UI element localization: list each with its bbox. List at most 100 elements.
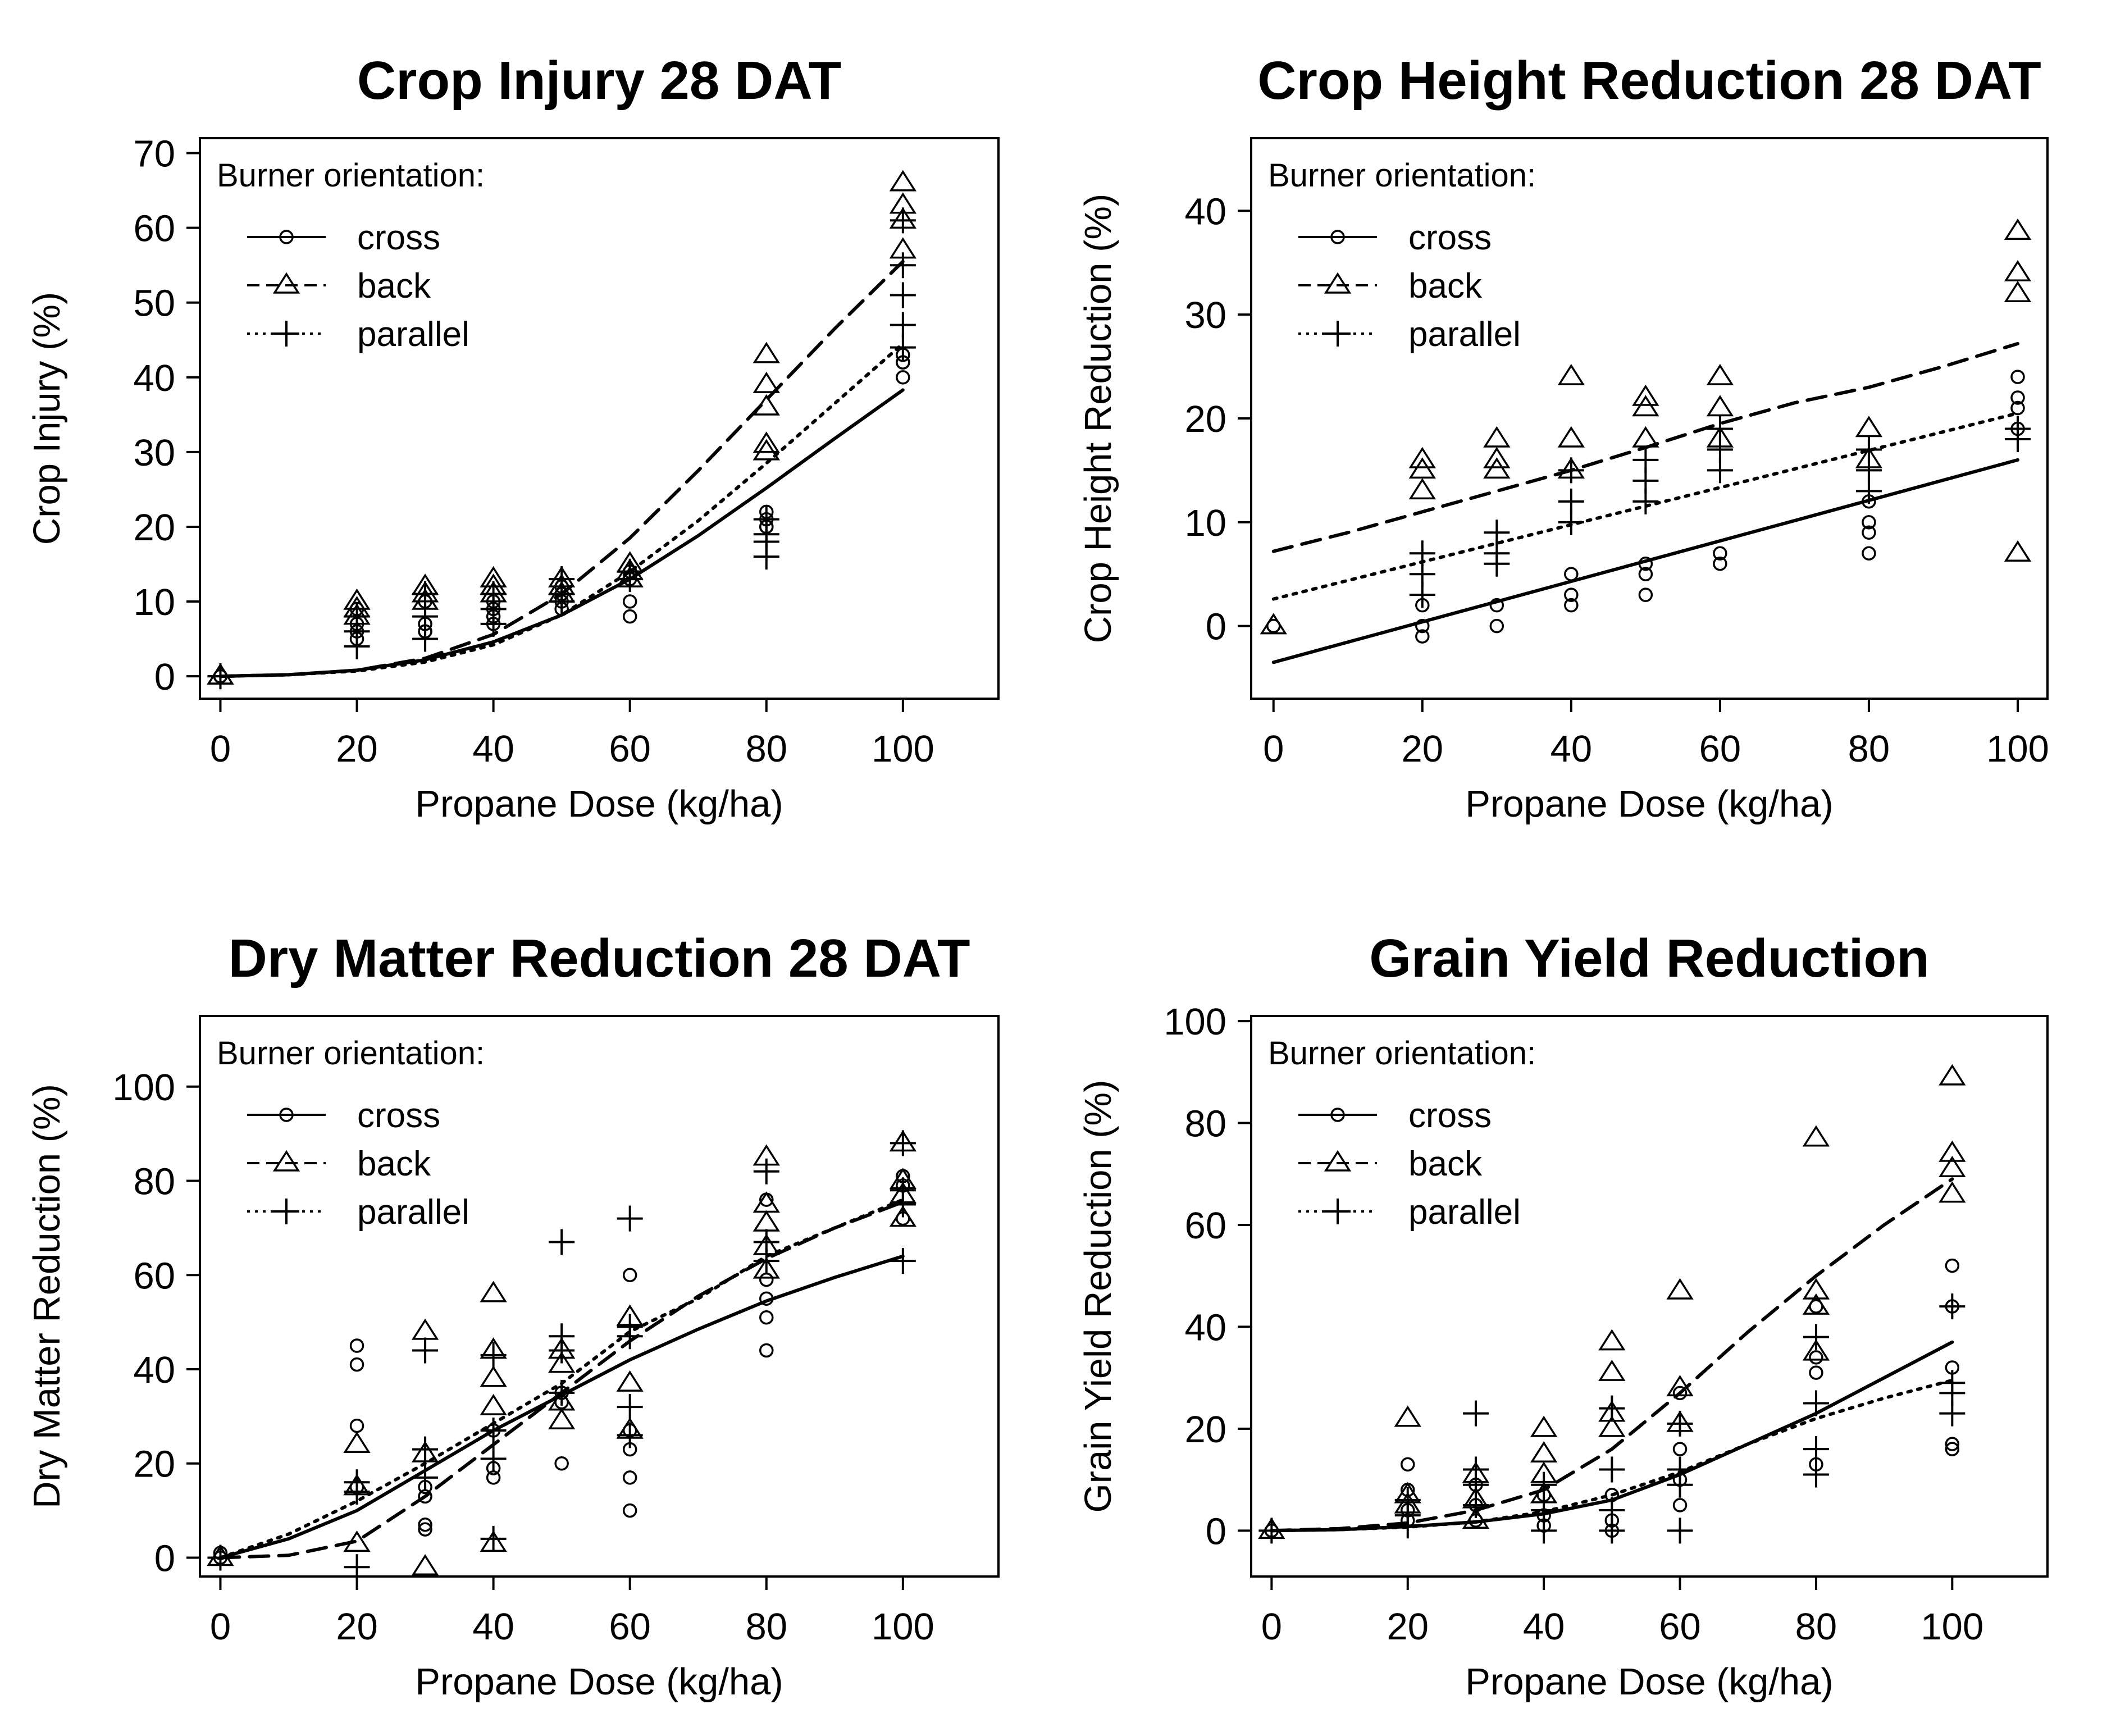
- legend-title: Burner orientation:: [217, 1035, 485, 1072]
- legend: Burner orientation: cross back parallel: [1268, 1035, 1536, 1232]
- series-parallel: [207, 1130, 916, 1580]
- data-point-parallel: [412, 581, 439, 607]
- data-point-parallel: [617, 1394, 643, 1420]
- data-point-parallel: [890, 1248, 916, 1274]
- data-point-back: [1802, 1339, 1830, 1361]
- y-tick-label: 10: [1184, 502, 1226, 544]
- data-point-parallel: [1599, 1456, 1625, 1483]
- x-tick-label: 40: [1550, 728, 1593, 770]
- data-point-parallel: [1803, 1461, 1829, 1488]
- data-point-back: [1939, 1155, 1966, 1177]
- data-point-back: [1802, 1293, 1830, 1315]
- fit-line-parallel: [1270, 1378, 1954, 1533]
- x-tick-label: 20: [1387, 1606, 1429, 1648]
- legend-marker-parallel: [273, 321, 299, 347]
- x-tick-label: 20: [1402, 728, 1444, 770]
- data-point-parallel: [617, 1205, 643, 1232]
- data-point-parallel: [1803, 1390, 1829, 1416]
- data-point-cross: [1672, 1386, 1688, 1401]
- y-tick-label: 30: [133, 432, 175, 474]
- y-tick-label: 0: [1206, 1510, 1226, 1552]
- x-tick-label: 80: [746, 1606, 788, 1648]
- y-tick-label: 100: [1164, 1001, 1226, 1043]
- data-point-back: [1394, 1405, 1421, 1427]
- legend-title: Burner orientation:: [1268, 1035, 1536, 1072]
- legend: Burner orientation: cross back parallel: [217, 157, 485, 354]
- data-point-back: [1557, 363, 1585, 385]
- data-point-back: [753, 431, 780, 453]
- data-point-back: [1598, 1329, 1626, 1351]
- data-point-parallel: [1462, 1456, 1489, 1483]
- data-point-cross: [349, 1338, 364, 1353]
- data-point-back: [343, 1431, 371, 1453]
- data-point-parallel: [1632, 446, 1659, 473]
- data-point-parallel: [890, 312, 916, 338]
- data-point-back: [753, 439, 780, 461]
- y-tick-label: 70: [133, 133, 175, 175]
- data-point-back: [1598, 1359, 1626, 1381]
- chart-panel-crop-injury: Crop Injury 28 DAT 0 20 40 60 80 100 0 10 20 30 40 5…: [26, 51, 1000, 825]
- x-tick-label: 40: [472, 1606, 514, 1648]
- data-point-back: [1260, 613, 1287, 635]
- data-point-cross: [1564, 587, 1579, 602]
- plot-frame: [199, 137, 1000, 700]
- data-point-parallel: [344, 1469, 370, 1496]
- data-point-back: [2004, 218, 2032, 240]
- data-point-cross: [1415, 629, 1430, 644]
- data-point-back: [1408, 457, 1436, 479]
- legend-label-back: back: [357, 267, 431, 306]
- legend-label-back: back: [1408, 1145, 1483, 1183]
- legend-label-parallel: parallel: [357, 315, 469, 354]
- y-tick-label: 40: [133, 1349, 175, 1391]
- data-point-parallel: [890, 282, 916, 308]
- data-point-back: [1939, 1140, 1966, 1162]
- data-point-back: [548, 1408, 576, 1430]
- x-axis-label: Propane Dose (kg/ha): [415, 1661, 783, 1703]
- data-point-cross: [1862, 546, 1876, 561]
- x-tick-label: 40: [1523, 1606, 1565, 1648]
- data-point-cross: [2010, 400, 2025, 416]
- data-point-back: [480, 1281, 507, 1302]
- data-point-back: [753, 371, 780, 393]
- x-tick-label: 100: [872, 728, 934, 770]
- data-point-back: [1598, 1415, 1626, 1437]
- y-axis-label: Dry Matter Reduction (%): [26, 1084, 68, 1509]
- y-tick-label: 0: [154, 1537, 175, 1579]
- data-point-parallel: [753, 1158, 779, 1184]
- data-point-back: [1530, 1441, 1558, 1463]
- x-axis-label: Propane Dose (kg/ha): [1465, 783, 1833, 825]
- data-point-back: [1557, 426, 1585, 448]
- data-point-cross: [759, 1310, 774, 1325]
- legend-label-cross: cross: [1408, 218, 1492, 257]
- y-tick-label: 60: [133, 1255, 175, 1297]
- y-tick-label: 10: [133, 581, 175, 623]
- data-point-cross: [418, 1522, 432, 1537]
- data-point-cross: [1945, 1442, 1960, 1456]
- y-axis-label: Crop Injury (%): [26, 292, 68, 545]
- data-point-parallel: [617, 1422, 643, 1448]
- data-point-back: [548, 1389, 576, 1411]
- data-point-cross: [896, 370, 910, 385]
- plot-frame: [199, 1015, 1000, 1578]
- data-point-back: [1855, 416, 1883, 438]
- data-point-cross: [1489, 618, 1504, 634]
- data-point-cross: [622, 594, 637, 609]
- data-point-cross: [1415, 618, 1430, 634]
- x-axis-label: Propane Dose (kg/ha): [1465, 1661, 1833, 1703]
- data-point-parallel: [344, 603, 370, 630]
- plot-frame: [1250, 1015, 2049, 1578]
- data-point-parallel: [1394, 1487, 1421, 1513]
- legend-label-back: back: [1408, 267, 1483, 306]
- data-point-parallel: [890, 1130, 916, 1156]
- data-point-cross: [622, 1470, 637, 1485]
- data-point-cross: [1401, 1457, 1415, 1472]
- x-tick-label: 100: [872, 1606, 934, 1648]
- data-point-parallel: [890, 207, 916, 234]
- data-point-parallel: [1855, 436, 1882, 463]
- data-point-cross: [1809, 1350, 1823, 1365]
- data-point-cross: [554, 1456, 569, 1471]
- data-point-back: [480, 1365, 507, 1387]
